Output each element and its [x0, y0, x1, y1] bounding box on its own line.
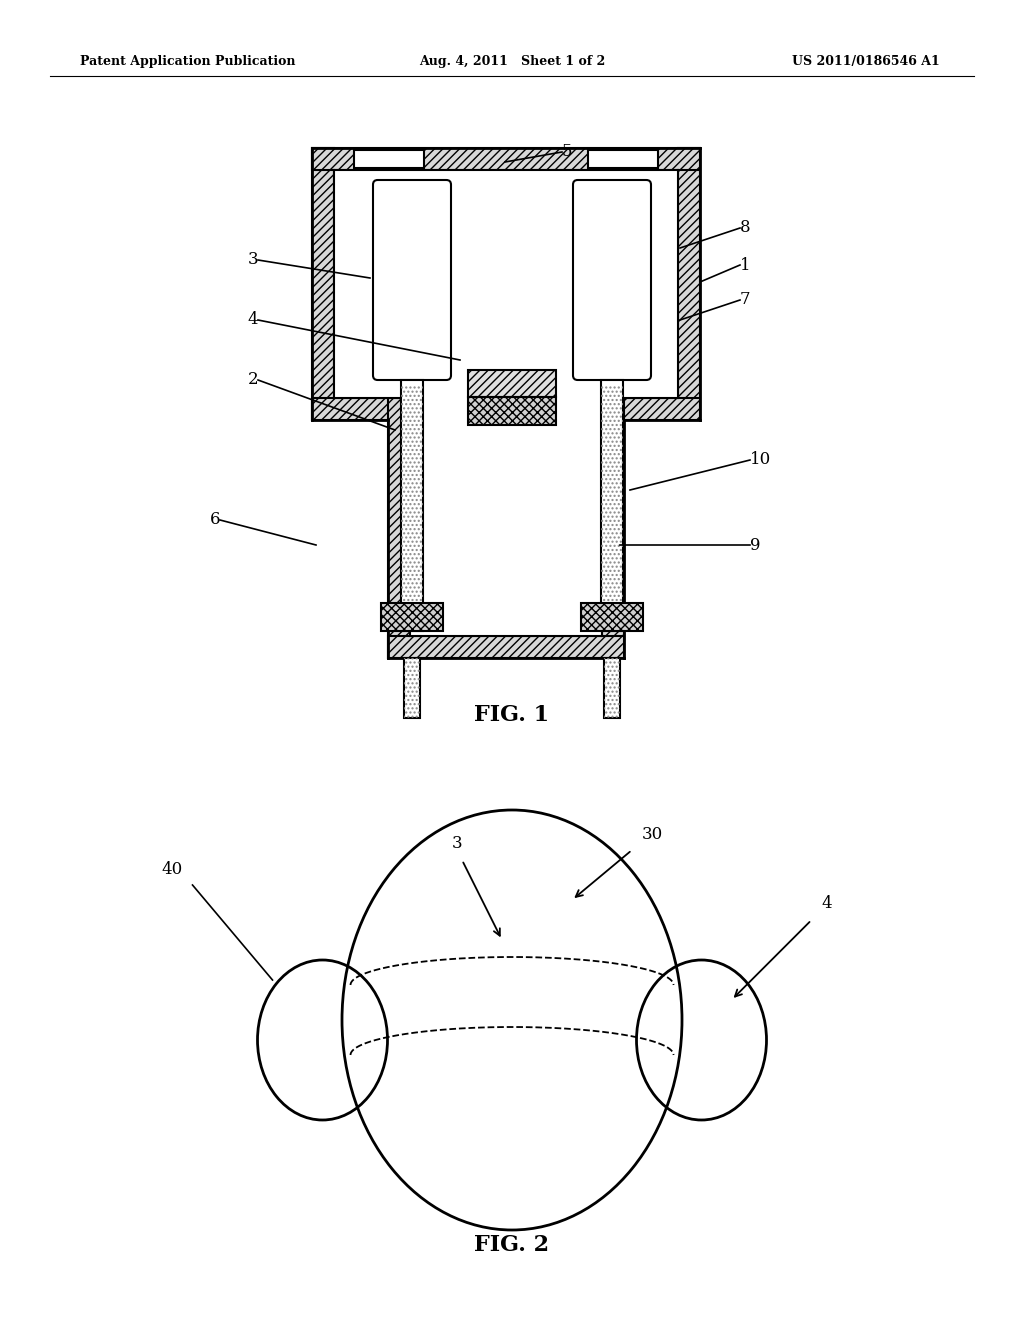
Bar [604, 657, 620, 718]
Bar [678, 148, 700, 420]
Text: 4: 4 [821, 895, 833, 912]
FancyBboxPatch shape [373, 180, 451, 380]
Bar [312, 148, 700, 170]
Bar [601, 385, 623, 626]
Bar [468, 370, 556, 397]
Bar [404, 657, 420, 718]
Bar [312, 399, 410, 420]
Bar [602, 399, 700, 420]
Bar [588, 150, 658, 168]
Bar [601, 380, 623, 631]
Text: 8: 8 [740, 219, 751, 236]
Bar [388, 636, 624, 657]
Text: 40: 40 [161, 861, 182, 878]
Bar [312, 399, 410, 420]
Text: 9: 9 [750, 536, 761, 553]
Text: FIG. 1: FIG. 1 [474, 704, 550, 726]
Text: 5: 5 [562, 144, 572, 161]
Text: 3: 3 [452, 836, 462, 851]
Bar [354, 150, 424, 168]
Text: 4: 4 [248, 312, 258, 329]
Bar [581, 603, 643, 631]
Text: Patent Application Publication: Patent Application Publication [80, 55, 296, 69]
Text: 7: 7 [740, 292, 751, 309]
Bar [602, 399, 624, 657]
Text: FIG. 2: FIG. 2 [474, 1234, 550, 1257]
Bar [388, 399, 410, 657]
Bar [312, 148, 334, 420]
Bar [678, 148, 700, 420]
Bar [468, 397, 556, 425]
Bar [381, 603, 443, 631]
Bar [401, 385, 423, 626]
Bar [404, 657, 420, 718]
Bar [410, 399, 602, 636]
Bar [312, 148, 334, 420]
Bar [604, 657, 620, 718]
Text: Aug. 4, 2011   Sheet 1 of 2: Aug. 4, 2011 Sheet 1 of 2 [419, 55, 605, 69]
Text: 3: 3 [248, 252, 258, 268]
Bar [401, 380, 423, 631]
Bar [602, 399, 700, 420]
Text: 30: 30 [642, 826, 664, 843]
Text: US 2011/0186546 A1: US 2011/0186546 A1 [793, 55, 940, 69]
Bar [468, 397, 556, 425]
Text: 10: 10 [750, 451, 771, 469]
Bar [468, 370, 556, 397]
Bar [334, 170, 678, 399]
Text: 1: 1 [740, 256, 751, 273]
Bar [381, 603, 443, 631]
Bar [388, 636, 624, 657]
Text: 6: 6 [210, 511, 220, 528]
Text: 2: 2 [248, 371, 258, 388]
Bar [312, 148, 700, 170]
FancyBboxPatch shape [573, 180, 651, 380]
Bar [602, 399, 624, 657]
Bar [388, 399, 410, 657]
Bar [581, 603, 643, 631]
